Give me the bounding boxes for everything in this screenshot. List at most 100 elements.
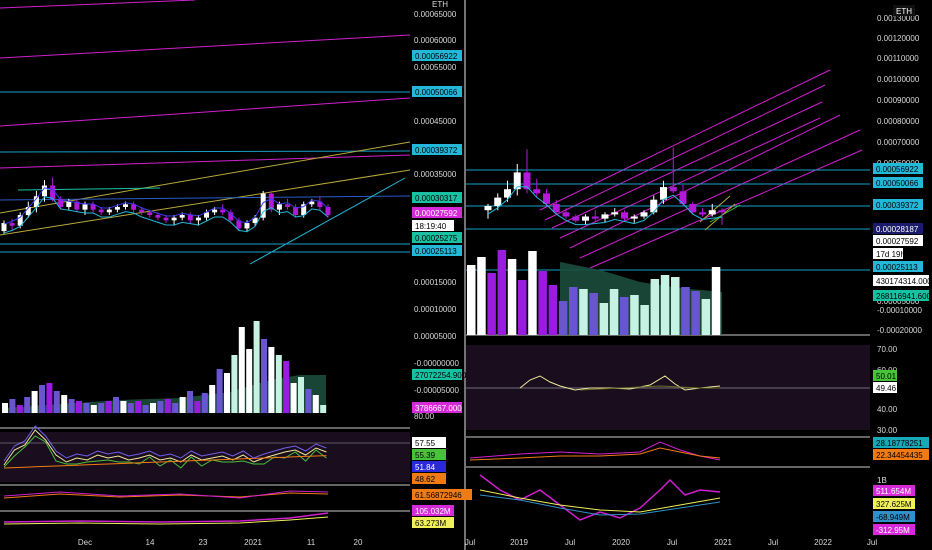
right-channel-line <box>539 69 831 211</box>
right-volume-badge-bg <box>873 290 929 301</box>
right-candle <box>552 203 560 213</box>
right-channel-line <box>544 84 826 221</box>
left-volume-bar <box>68 399 75 413</box>
left-rsi-badge: 51.84 <box>415 463 436 472</box>
left-price-badge-bg <box>412 245 462 256</box>
left-candle <box>50 185 56 199</box>
right-time-tick: Jul <box>565 538 575 547</box>
right-moving-average <box>487 186 723 226</box>
left-volume-bar <box>61 395 68 413</box>
left-volume-bar <box>53 391 60 413</box>
left-volume-bar <box>120 401 127 413</box>
left-candle <box>228 212 234 221</box>
right-time-tick: 2022 <box>814 538 832 547</box>
right-volume-badge-bg <box>873 275 929 286</box>
right-obv-badge-bg <box>873 498 915 509</box>
right-volume-bar <box>650 279 660 335</box>
right-candle <box>523 172 531 190</box>
right-candle <box>601 214 609 219</box>
right-volume-bar <box>487 273 496 335</box>
left-macd-line <box>3 492 329 499</box>
left-candle <box>260 193 266 218</box>
left-volume-bar <box>305 389 312 413</box>
left-price-tick: 0.00035000 <box>414 170 457 179</box>
left-candle <box>58 198 64 207</box>
left-candle <box>17 215 23 226</box>
left-moving-average-2 <box>3 187 329 225</box>
left-volume-bar <box>113 397 119 413</box>
left-obv-badge-bg <box>412 517 454 528</box>
left-obv-badge: 63.273M <box>415 519 446 528</box>
right-rsi-badge: 50.01 <box>876 372 897 381</box>
right-price-tick: 0.00005000 <box>877 297 920 306</box>
right-volume-bar <box>589 293 598 335</box>
left-macd-signal <box>3 490 329 499</box>
left-trendline-magenta <box>0 34 411 59</box>
left-volume-bar <box>216 369 223 413</box>
right-rsi-band <box>466 345 870 430</box>
right-obv-badge: 327.625M <box>876 500 912 509</box>
right-price-badge-bg <box>873 248 903 259</box>
left-rsi-badge-bg <box>412 449 446 460</box>
left-price-badge-bg <box>412 220 454 231</box>
right-rsi-ma <box>579 385 720 391</box>
left-volume-badge: 27072254.900 <box>415 371 467 380</box>
left-volume-badge-bg <box>412 369 462 380</box>
left-candle <box>114 206 120 210</box>
left-price-badge: 0.00039372 <box>415 146 458 155</box>
right-volume-bar <box>711 267 721 335</box>
right-macd-badge-bg <box>873 449 929 460</box>
left-price-badge: 0.00027592 <box>415 209 458 218</box>
right-macd-signal <box>469 447 721 461</box>
right-volume-bar <box>660 275 670 335</box>
right-volume-bar <box>691 291 700 335</box>
left-price-tick: -0.00000000 <box>414 359 459 368</box>
left-rsi-badge: 57.55 <box>415 439 436 448</box>
left-candle <box>74 201 80 210</box>
left-time-tick: 20 <box>354 538 363 547</box>
right-price-badge: 0.00056922 <box>876 165 919 174</box>
left-price-tick: 0.00015000 <box>414 278 457 287</box>
left-trendline-magenta <box>0 154 411 169</box>
left-candle <box>98 209 104 213</box>
left-candle <box>285 204 290 207</box>
right-candle <box>494 197 502 206</box>
right-candle <box>630 216 638 219</box>
left-volume-bar <box>320 405 327 413</box>
left-candle <box>252 217 258 224</box>
left-candle <box>220 209 226 213</box>
right-candle <box>543 193 550 204</box>
right-macd-badge-bg <box>873 437 929 448</box>
right-price-tick: 0.00120000 <box>877 34 920 43</box>
right-candle <box>650 199 658 213</box>
left-volume-bar <box>142 405 149 413</box>
right-volume-bar <box>558 301 568 335</box>
left-volume-bar <box>31 391 38 413</box>
left-rsi-badge-bg <box>412 473 446 484</box>
right-candle <box>689 203 697 213</box>
left-candle <box>187 215 193 221</box>
right-obv-badge-bg <box>873 511 915 522</box>
right-price-badge-bg <box>873 261 923 272</box>
right-rsi-tick: 30.00 <box>877 426 898 435</box>
right-candle <box>718 210 726 213</box>
left-time-tick: 14 <box>146 538 155 547</box>
left-volume-bar <box>312 395 319 413</box>
left-price-badge-bg <box>412 207 462 218</box>
left-candle <box>9 223 15 226</box>
right-candle <box>669 187 677 192</box>
left-price-badge-bg <box>412 232 462 243</box>
left-volume-bar <box>98 403 105 413</box>
right-volume-bar <box>681 287 690 335</box>
right-volume-bar <box>630 295 639 335</box>
left-price-badge: 0.00030317 <box>415 194 458 203</box>
left-obv-badge-bg <box>412 505 454 516</box>
right-price-badge: 17d 19h <box>876 250 905 259</box>
left-volume-bar <box>209 385 216 413</box>
left-volume-bar <box>253 321 260 413</box>
left-rsi-badge-bg <box>412 461 446 472</box>
left-volume-bar <box>157 401 164 413</box>
left-volume-bar <box>150 403 156 413</box>
left-volume-bar <box>298 377 304 413</box>
